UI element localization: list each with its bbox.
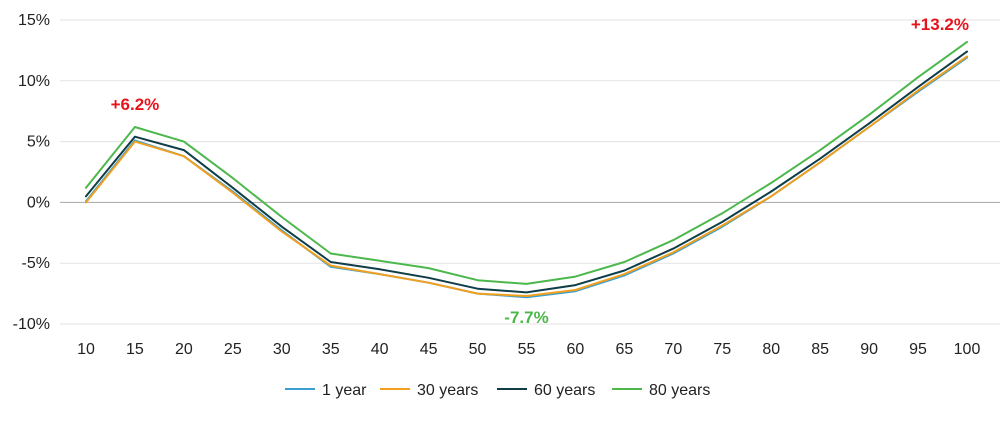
data-point xyxy=(329,252,332,255)
series-line-60-years xyxy=(85,50,968,294)
data-point xyxy=(134,135,136,138)
data-point xyxy=(85,187,87,189)
data-point xyxy=(623,261,626,263)
data-point xyxy=(868,122,870,125)
data-point xyxy=(476,287,479,290)
data-point xyxy=(770,182,773,184)
data-point xyxy=(280,216,283,218)
data-point xyxy=(623,273,626,275)
annotations: +6.2% -7.7% +13.2% xyxy=(111,15,969,327)
data-point xyxy=(329,264,332,267)
data-point xyxy=(232,177,234,179)
data-point xyxy=(966,55,968,58)
x-tick-label: 40 xyxy=(371,341,389,358)
data-point xyxy=(378,268,381,271)
data-point xyxy=(134,140,136,143)
data-point xyxy=(329,261,332,263)
data-point xyxy=(85,201,87,204)
y-tick-label: 10% xyxy=(18,73,50,90)
x-tick-label: 90 xyxy=(860,341,878,358)
data-point xyxy=(574,275,577,278)
data-point xyxy=(574,289,577,291)
data-point xyxy=(917,89,919,92)
data-point xyxy=(280,230,283,233)
x-tick-label: 10 xyxy=(77,341,95,358)
data-point xyxy=(819,149,821,151)
data-point xyxy=(917,86,919,88)
data-point xyxy=(966,50,968,53)
x-tick-label: 20 xyxy=(175,341,193,358)
data-point xyxy=(232,187,234,189)
series-lines xyxy=(85,40,968,299)
data-point xyxy=(427,267,430,269)
x-tick-label: 45 xyxy=(420,341,438,358)
data-point xyxy=(232,191,234,194)
data-point xyxy=(917,76,919,78)
annotation-label: -7.7% xyxy=(504,308,548,327)
data-point xyxy=(85,195,87,198)
x-tick-label: 60 xyxy=(567,341,585,358)
x-tick-label: 55 xyxy=(518,341,536,358)
data-point xyxy=(721,224,724,227)
annotation-label: +6.2% xyxy=(111,95,160,114)
x-tick-label: 70 xyxy=(664,341,682,358)
x-tick-label: 65 xyxy=(615,341,633,358)
y-tick-label: 0% xyxy=(27,194,50,211)
annotation-label: +13.2% xyxy=(911,15,969,34)
x-tick-label: 85 xyxy=(811,341,829,358)
data-point xyxy=(868,126,870,128)
x-tick-label: 35 xyxy=(322,341,340,358)
data-point xyxy=(378,273,381,275)
series-line-80-years xyxy=(85,40,968,285)
legend-label: 1 year xyxy=(322,382,367,399)
data-point xyxy=(819,157,821,160)
x-tick-label: 100 xyxy=(954,341,981,358)
legend: 1 year 30 years 60 years 80 years xyxy=(285,382,710,399)
data-point xyxy=(721,221,724,223)
legend-label: 30 years xyxy=(417,382,478,399)
data-point xyxy=(574,284,577,286)
data-point xyxy=(134,126,136,128)
data-point xyxy=(525,291,528,294)
legend-label: 80 years xyxy=(649,382,710,399)
x-tick-label: 25 xyxy=(224,341,242,358)
data-point xyxy=(525,283,528,285)
data-point xyxy=(623,269,626,272)
data-point xyxy=(525,295,528,297)
x-tick-label: 30 xyxy=(273,341,291,358)
x-tick-label: 80 xyxy=(762,341,780,358)
data-point xyxy=(721,212,724,215)
data-point xyxy=(476,292,479,295)
data-point xyxy=(427,276,430,279)
data-point xyxy=(476,279,479,282)
x-tick-label: 95 xyxy=(909,341,927,358)
data-point xyxy=(183,155,185,157)
data-point xyxy=(770,195,773,198)
data-point xyxy=(183,140,185,143)
x-axis: 10 15 20 25 30 35 40 45 50 55 60 65 70 75 80 85 90 95 100 xyxy=(77,341,980,358)
y-tick-label: 5% xyxy=(27,134,50,151)
data-point xyxy=(183,149,185,151)
data-point xyxy=(672,247,675,250)
data-point xyxy=(280,225,283,228)
gridlines xyxy=(60,19,1000,325)
y-axis: 15% 10% 5% 0% -5% -10% xyxy=(13,12,50,333)
data-point xyxy=(966,41,968,43)
data-point xyxy=(868,114,870,116)
y-tick-label: 15% xyxy=(18,12,50,29)
data-point xyxy=(672,251,675,254)
data-point xyxy=(378,259,381,262)
x-tick-label: 15 xyxy=(126,341,144,358)
legend-label: 60 years xyxy=(534,382,595,399)
x-tick-label: 75 xyxy=(713,341,731,358)
y-tick-label: -5% xyxy=(22,255,50,272)
y-tick-label: -10% xyxy=(13,316,50,333)
x-tick-label: 50 xyxy=(469,341,487,358)
data-point xyxy=(770,190,773,193)
data-point xyxy=(672,239,675,241)
data-point xyxy=(819,161,821,164)
data-point xyxy=(427,281,430,284)
